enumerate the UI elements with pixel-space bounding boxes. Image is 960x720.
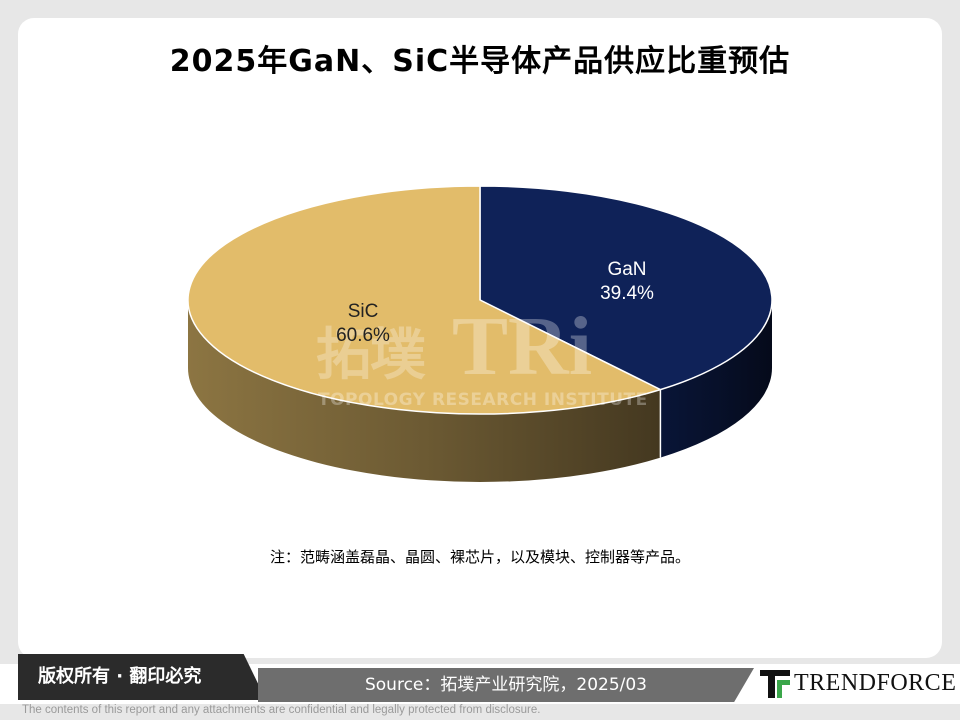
trendforce-logo-icon <box>760 670 790 698</box>
pie-slice-gan <box>479 185 773 391</box>
disclaimer: The contents of this report and any atta… <box>22 704 541 716</box>
slice-name-gan: GaN <box>607 259 647 280</box>
slice-value-sic: 60.6% <box>336 325 390 346</box>
pie-slice-sic <box>187 185 662 415</box>
chart-note: 注：范畴涵盖磊晶、晶圆、裸芯片，以及模块、控制器等产品。 <box>269 548 690 566</box>
slice-value-gan: 39.4% <box>600 283 654 304</box>
pie-side-gan <box>660 300 772 458</box>
pie-side-sic <box>187 300 661 482</box>
chart-title: 2025年GaN、SiC半导体产品供应比重预估 <box>169 44 791 79</box>
trendforce-logo-text: TRENDFORCE <box>794 670 957 696</box>
source-bar: Source：拓墣产业研究院，2025/03 <box>258 668 754 702</box>
trendforce-logo: TRENDFORCE <box>760 666 956 702</box>
watermark-logo-tri: TRi <box>452 300 593 393</box>
watermark-logo-cn: 拓墣 <box>316 323 426 388</box>
slice-label-gan: GaN 39.4% <box>572 258 682 306</box>
slice-label-sic: SiC 60.6% <box>308 300 418 348</box>
slice-name-sic: SiC <box>347 301 379 322</box>
copyright-badge: 版权所有 · 翻印必究 <box>18 654 266 700</box>
watermark-subtitle: TOPOLOGY RESEARCH INSTITUTE <box>318 390 648 410</box>
